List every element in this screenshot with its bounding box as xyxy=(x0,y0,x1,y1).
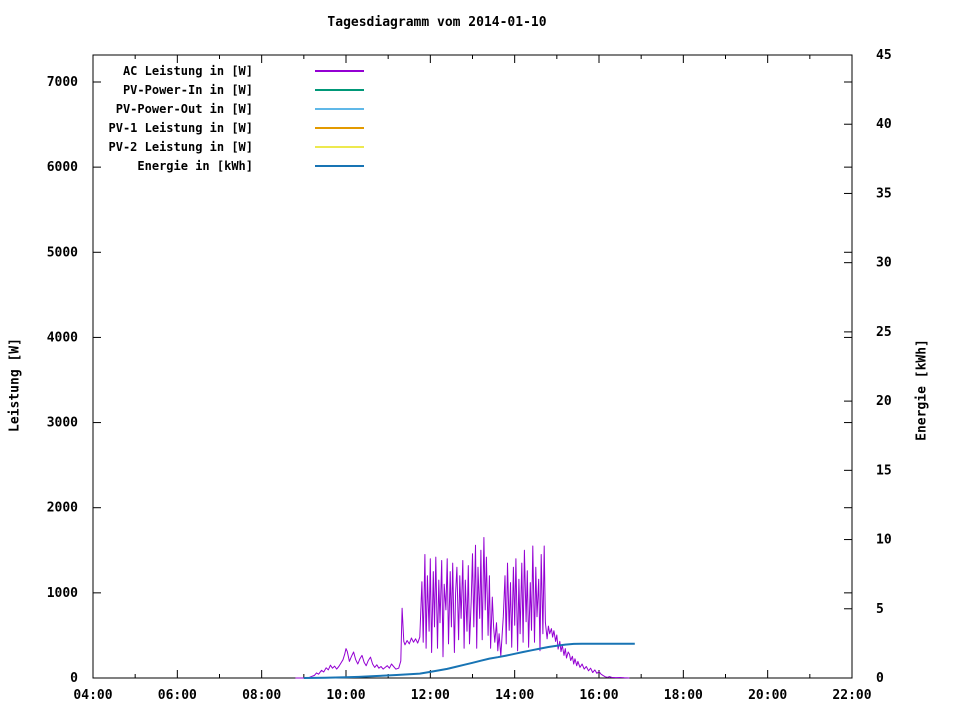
y-left-tick-label: 5000 xyxy=(47,245,78,260)
legend-label: PV-2 Leistung in [W] xyxy=(109,140,254,154)
y-right-tick-label: 20 xyxy=(876,394,892,409)
y-right-tick-label: 5 xyxy=(876,602,884,617)
y-right-tick-label: 25 xyxy=(876,325,892,340)
y-left-tick-label: 1000 xyxy=(47,586,78,601)
series-energie xyxy=(303,642,635,679)
y-left-tick-label: 6000 xyxy=(47,160,78,175)
y-right-tick-label: 40 xyxy=(876,117,892,132)
y-axis-right-label: Energie [kWh] xyxy=(914,339,930,441)
y-left-tick-label: 7000 xyxy=(47,75,78,90)
x-tick-label: 16:00 xyxy=(579,688,618,703)
x-tick-label: 22:00 xyxy=(832,688,871,703)
y-axis-left-label: Leistung [W] xyxy=(7,338,23,432)
y-right-tick-label: 30 xyxy=(876,256,892,271)
legend-label: Energie in [kWh] xyxy=(137,159,253,173)
legend-label: PV-Power-Out in [W] xyxy=(116,102,253,116)
y-right-tick-label: 35 xyxy=(876,186,892,201)
x-tick-label: 06:00 xyxy=(158,688,197,703)
y-right-tick-label: 15 xyxy=(876,463,892,478)
chart-title: Tagesdiagramm vom 2014-01-10 xyxy=(327,15,547,30)
x-tick-label: 08:00 xyxy=(242,688,281,703)
y-left-tick-label: 4000 xyxy=(47,330,78,345)
x-tick-label: 14:00 xyxy=(495,688,534,703)
y-left-tick-label: 3000 xyxy=(47,416,78,431)
legend-label: PV-1 Leistung in [W] xyxy=(109,121,254,135)
x-tick-label: 20:00 xyxy=(748,688,787,703)
x-tick-label: 12:00 xyxy=(411,688,450,703)
y-right-tick-label: 10 xyxy=(876,533,892,548)
y-left-tick-label: 2000 xyxy=(47,501,78,516)
y-right-tick-label: 0 xyxy=(876,671,884,686)
series-ac xyxy=(295,537,630,679)
legend-label: AC Leistung in [W] xyxy=(123,64,253,78)
x-tick-label: 04:00 xyxy=(73,688,112,703)
legend-label: PV-Power-In in [W] xyxy=(123,83,253,97)
x-tick-label: 10:00 xyxy=(326,688,365,703)
y-left-tick-label: 0 xyxy=(70,671,78,686)
y-right-tick-label: 45 xyxy=(876,48,892,63)
x-tick-label: 18:00 xyxy=(664,688,703,703)
